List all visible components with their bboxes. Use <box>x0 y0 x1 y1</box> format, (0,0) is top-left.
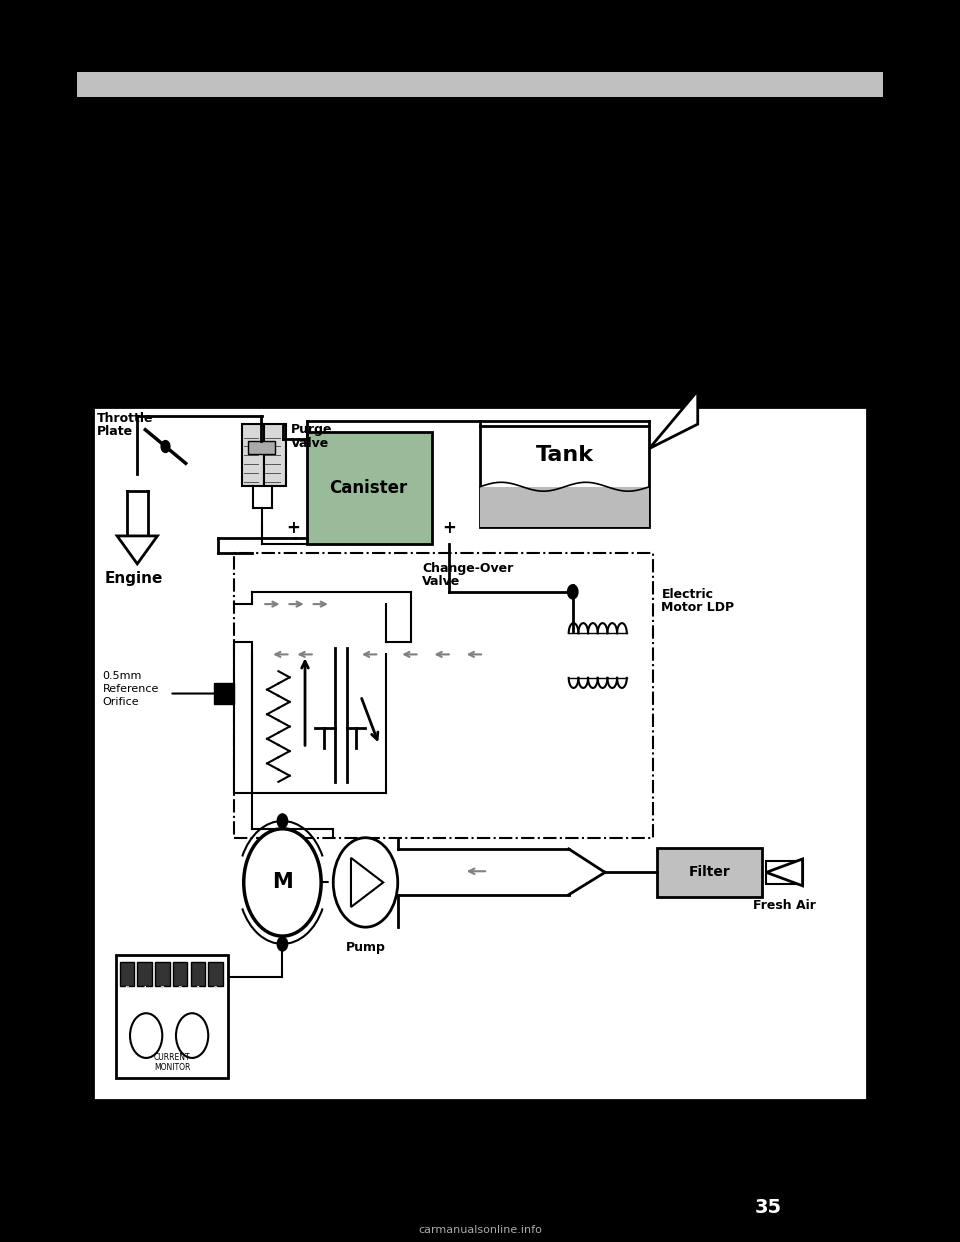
Text: 3: 3 <box>159 986 165 995</box>
Bar <box>120 961 134 986</box>
Circle shape <box>244 828 322 936</box>
Bar <box>658 848 762 897</box>
Circle shape <box>161 441 170 452</box>
Text: Canister: Canister <box>329 479 408 497</box>
Text: 0: 0 <box>213 986 218 995</box>
Text: Tank: Tank <box>536 445 593 465</box>
Bar <box>234 642 252 794</box>
Text: 4: 4 <box>142 986 147 995</box>
Circle shape <box>277 815 287 827</box>
Bar <box>248 441 276 455</box>
Text: The ECM  activates the pump motor.  The pump pulls air from the filtered air inl: The ECM activates the pump motor. The pu… <box>93 191 732 222</box>
Circle shape <box>277 938 287 950</box>
Text: PHASE 1 -  REFERENCE MEASUREMENT: PHASE 1 - REFERENCE MEASUREMENT <box>93 155 423 171</box>
Polygon shape <box>766 859 803 886</box>
Text: LEAK DIAGNOSIS TEST: LEAK DIAGNOSIS TEST <box>93 128 339 147</box>
Bar <box>480 487 649 527</box>
Circle shape <box>176 1013 208 1058</box>
Text: Orifice: Orifice <box>103 698 139 708</box>
Bar <box>77 72 883 97</box>
Bar <box>137 961 152 986</box>
Circle shape <box>333 838 397 927</box>
Text: 35: 35 <box>755 1199 781 1217</box>
Text: M: M <box>272 872 293 893</box>
Text: carmanualsonline.info: carmanualsonline.info <box>418 1225 542 1235</box>
Text: Valve: Valve <box>291 437 328 450</box>
Text: Purge: Purge <box>291 424 332 436</box>
Bar <box>190 961 205 986</box>
Bar <box>766 861 803 883</box>
Bar <box>155 961 170 986</box>
Text: Reference: Reference <box>103 684 159 694</box>
Text: Plate: Plate <box>97 426 133 438</box>
Text: Throttle: Throttle <box>97 412 154 425</box>
Bar <box>480 426 649 527</box>
Bar <box>306 432 432 544</box>
Bar <box>234 553 654 838</box>
Text: Electric: Electric <box>661 587 713 601</box>
Text: Fresh Air: Fresh Air <box>753 899 815 913</box>
Text: +: + <box>286 519 300 537</box>
Bar <box>264 425 286 486</box>
Polygon shape <box>649 391 698 448</box>
Bar <box>242 425 264 486</box>
Polygon shape <box>351 858 383 907</box>
Bar <box>115 955 228 1078</box>
Polygon shape <box>117 537 157 564</box>
Text: 0.5mm: 0.5mm <box>103 671 142 681</box>
Text: +: + <box>443 519 456 537</box>
Text: Pump: Pump <box>346 940 385 954</box>
Text: Engine: Engine <box>105 571 163 586</box>
Bar <box>93 407 867 1100</box>
Text: 5: 5 <box>124 986 130 995</box>
Text: Valve: Valve <box>422 575 460 589</box>
Text: The ECM simultaneously monitors the pump motor current flow .  The motor current: The ECM simultaneously monitors the pump… <box>93 257 737 319</box>
Text: Change-Over: Change-Over <box>422 561 514 575</box>
Text: Motor LDP: Motor LDP <box>661 601 734 614</box>
Text: 2: 2 <box>178 986 182 995</box>
Circle shape <box>568 585 578 599</box>
Text: 1: 1 <box>195 986 201 995</box>
Bar <box>173 961 187 986</box>
Bar <box>208 961 223 986</box>
Text: Filter: Filter <box>689 866 731 879</box>
Text: CURRENT
MONITOR: CURRENT MONITOR <box>154 1053 190 1072</box>
Bar <box>214 683 234 703</box>
Circle shape <box>130 1013 162 1058</box>
